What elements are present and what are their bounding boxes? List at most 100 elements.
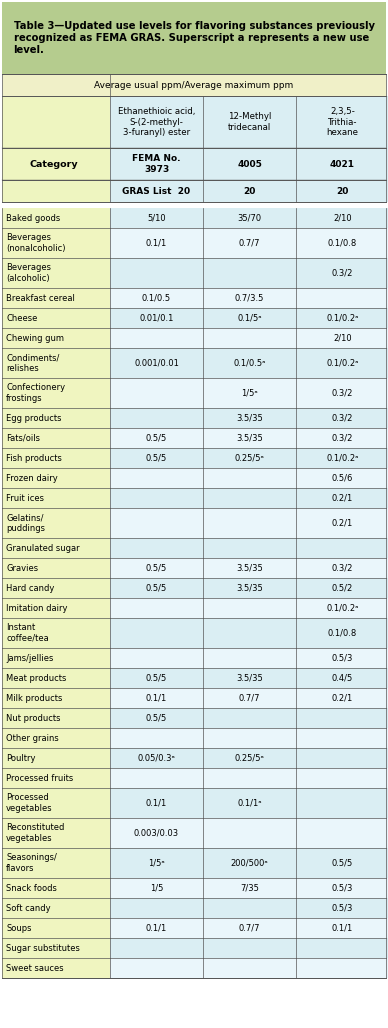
FancyBboxPatch shape <box>2 788 110 818</box>
Text: FEMA No.
3973: FEMA No. 3973 <box>132 154 181 174</box>
FancyBboxPatch shape <box>2 598 110 618</box>
FancyBboxPatch shape <box>203 228 296 258</box>
FancyBboxPatch shape <box>110 468 203 488</box>
Text: Fish products: Fish products <box>6 453 62 463</box>
FancyBboxPatch shape <box>110 578 203 598</box>
Text: 0.5/3: 0.5/3 <box>332 654 353 662</box>
Text: Table 3—Updated use levels for flavoring substances previously recognized as FEM: Table 3—Updated use levels for flavoring… <box>14 22 374 54</box>
FancyBboxPatch shape <box>110 728 203 748</box>
Text: 2/10: 2/10 <box>333 333 352 342</box>
FancyBboxPatch shape <box>110 598 203 618</box>
Text: Granulated sugar: Granulated sugar <box>6 544 80 552</box>
Text: 0.7/7: 0.7/7 <box>239 694 260 702</box>
Text: Meat products: Meat products <box>6 673 66 683</box>
FancyBboxPatch shape <box>110 348 203 378</box>
FancyBboxPatch shape <box>2 378 110 408</box>
FancyBboxPatch shape <box>203 558 296 578</box>
Text: Gravies: Gravies <box>6 563 38 573</box>
FancyBboxPatch shape <box>203 408 296 428</box>
FancyBboxPatch shape <box>296 328 388 348</box>
Text: 4021: 4021 <box>330 159 355 169</box>
FancyBboxPatch shape <box>110 748 203 768</box>
FancyBboxPatch shape <box>110 558 203 578</box>
FancyBboxPatch shape <box>2 538 110 558</box>
Text: 0.5/3: 0.5/3 <box>332 883 353 892</box>
FancyBboxPatch shape <box>203 938 296 958</box>
FancyBboxPatch shape <box>110 708 203 728</box>
Text: 0.5/5: 0.5/5 <box>146 584 167 592</box>
Text: 20: 20 <box>243 186 256 195</box>
Text: 0.1/0.2ᵃ: 0.1/0.2ᵃ <box>326 603 359 613</box>
Text: Gelatins/
puddings: Gelatins/ puddings <box>6 513 45 533</box>
Text: 0.7/7: 0.7/7 <box>239 923 260 932</box>
FancyBboxPatch shape <box>203 378 296 408</box>
Text: Milk products: Milk products <box>6 694 62 702</box>
FancyBboxPatch shape <box>2 488 110 508</box>
Text: 2,3,5-
Trithia-
hexane: 2,3,5- Trithia- hexane <box>326 107 359 137</box>
FancyBboxPatch shape <box>2 448 110 468</box>
Text: Cheese: Cheese <box>6 314 37 323</box>
FancyBboxPatch shape <box>203 328 296 348</box>
FancyBboxPatch shape <box>2 74 386 96</box>
FancyBboxPatch shape <box>296 538 388 558</box>
Text: Beverages
(nonalcoholic): Beverages (nonalcoholic) <box>6 233 66 253</box>
Text: 0.3/2: 0.3/2 <box>332 563 353 573</box>
Text: 0.1/5ᵃ: 0.1/5ᵃ <box>237 314 262 323</box>
Text: 1/5: 1/5 <box>150 883 163 892</box>
FancyBboxPatch shape <box>110 228 203 258</box>
Text: Seasonings/
flavors: Seasonings/ flavors <box>6 853 57 873</box>
FancyBboxPatch shape <box>296 878 388 898</box>
FancyBboxPatch shape <box>110 538 203 558</box>
Text: Hard candy: Hard candy <box>6 584 54 592</box>
FancyBboxPatch shape <box>2 668 110 688</box>
Text: 0.05/0.3ᵃ: 0.05/0.3ᵃ <box>138 754 175 763</box>
Text: 3.5/35: 3.5/35 <box>236 584 263 592</box>
FancyBboxPatch shape <box>203 96 296 148</box>
Text: Instant
coffee/tea: Instant coffee/tea <box>6 623 49 642</box>
FancyBboxPatch shape <box>296 578 388 598</box>
FancyBboxPatch shape <box>296 708 388 728</box>
FancyBboxPatch shape <box>296 618 388 648</box>
Text: 1/5ᵃ: 1/5ᵃ <box>148 858 165 868</box>
FancyBboxPatch shape <box>110 448 203 468</box>
FancyBboxPatch shape <box>203 208 296 228</box>
Text: 0.25/5ᵃ: 0.25/5ᵃ <box>235 453 265 463</box>
FancyBboxPatch shape <box>110 308 203 328</box>
Text: Egg products: Egg products <box>6 413 62 423</box>
FancyBboxPatch shape <box>110 918 203 938</box>
FancyBboxPatch shape <box>296 958 388 978</box>
Text: 0.1/1: 0.1/1 <box>146 694 167 702</box>
FancyBboxPatch shape <box>203 508 296 538</box>
FancyBboxPatch shape <box>296 818 388 848</box>
Text: Breakfast cereal: Breakfast cereal <box>6 294 75 302</box>
Text: Average usual ppm/Average maximum ppm: Average usual ppm/Average maximum ppm <box>94 80 294 89</box>
FancyBboxPatch shape <box>2 558 110 578</box>
FancyBboxPatch shape <box>2 898 110 918</box>
FancyBboxPatch shape <box>203 180 296 201</box>
Text: 0.25/5ᵃ: 0.25/5ᵃ <box>235 754 265 763</box>
FancyBboxPatch shape <box>2 96 110 148</box>
FancyBboxPatch shape <box>2 180 110 201</box>
Text: Reconstituted
vegetables: Reconstituted vegetables <box>6 823 64 843</box>
Text: 0.5/3: 0.5/3 <box>332 904 353 913</box>
FancyBboxPatch shape <box>296 768 388 788</box>
FancyBboxPatch shape <box>296 448 388 468</box>
FancyBboxPatch shape <box>2 708 110 728</box>
Text: Category: Category <box>29 159 78 169</box>
FancyBboxPatch shape <box>110 958 203 978</box>
FancyBboxPatch shape <box>2 468 110 488</box>
FancyBboxPatch shape <box>203 468 296 488</box>
FancyBboxPatch shape <box>2 208 110 228</box>
FancyBboxPatch shape <box>296 408 388 428</box>
FancyBboxPatch shape <box>296 848 388 878</box>
FancyBboxPatch shape <box>110 788 203 818</box>
Text: 0.3/2: 0.3/2 <box>332 389 353 398</box>
FancyBboxPatch shape <box>2 768 110 788</box>
Text: 0.003/0.03: 0.003/0.03 <box>134 829 179 838</box>
FancyBboxPatch shape <box>2 328 110 348</box>
Text: 3.5/35: 3.5/35 <box>236 673 263 683</box>
FancyBboxPatch shape <box>2 228 110 258</box>
FancyBboxPatch shape <box>203 428 296 448</box>
Text: Fats/oils: Fats/oils <box>6 434 40 442</box>
FancyBboxPatch shape <box>110 938 203 958</box>
